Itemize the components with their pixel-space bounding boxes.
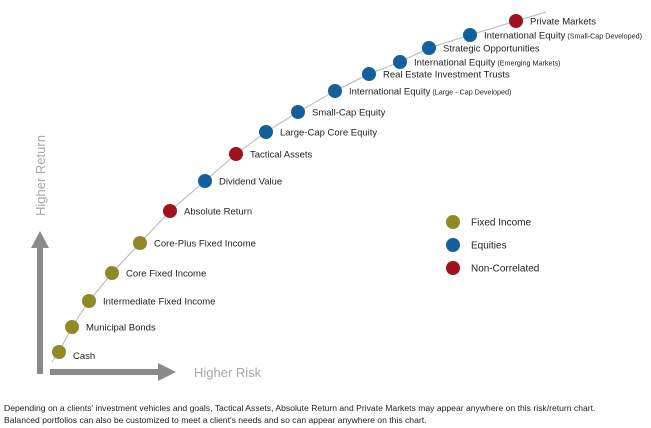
legend-fixed-label: Fixed Income bbox=[471, 218, 531, 229]
data-points: Cash Municipal Bonds Intermediate Fixed In… bbox=[52, 14, 642, 362]
point-1-marker bbox=[52, 345, 66, 359]
point-16-marker bbox=[509, 14, 523, 28]
point-9-label: Large-Cap Core Equity bbox=[280, 128, 377, 139]
point-4-marker bbox=[105, 266, 119, 280]
point-16-label: Private Markets bbox=[530, 17, 596, 28]
point-15-label: International Equity (Small-Cap Develope… bbox=[484, 31, 642, 42]
footnote-line-1: Depending on a clients' investment vehic… bbox=[4, 403, 596, 413]
point-15-marker bbox=[463, 28, 477, 42]
point-7-marker bbox=[198, 174, 212, 188]
point-3-marker bbox=[82, 294, 96, 308]
point-6-label: Absolute Return bbox=[184, 207, 252, 218]
y-axis-arrow bbox=[31, 231, 49, 374]
legend-noncorr-marker bbox=[446, 261, 460, 275]
point-10-marker bbox=[291, 105, 305, 119]
y-axis-label: Higher Return bbox=[33, 135, 48, 216]
point-8-marker bbox=[229, 147, 243, 161]
legend-equity-label: Equities bbox=[471, 241, 507, 252]
x-axis-label: Higher Risk bbox=[194, 365, 262, 380]
point-14-marker bbox=[422, 41, 436, 55]
x-axis-arrow bbox=[50, 363, 176, 381]
footnote-line-2: Balanced portfolios can also be customiz… bbox=[4, 414, 427, 425]
legend: Fixed Income Equities Non-Correlated bbox=[446, 215, 539, 275]
point-2-label: Municipal Bonds bbox=[86, 323, 156, 334]
point-9-marker bbox=[259, 125, 273, 139]
point-13-label: International Equity (Emerging Markets) bbox=[414, 58, 560, 69]
point-5-marker bbox=[133, 236, 147, 250]
point-11-label: International Equity (Large - Cap Develo… bbox=[349, 87, 511, 98]
point-7-label: Dividend Value bbox=[219, 177, 282, 188]
point-8-label: Tactical Assets bbox=[250, 150, 313, 161]
point-12-label: Real Estate Investment Trusts bbox=[383, 70, 510, 81]
point-11-marker bbox=[328, 84, 342, 98]
legend-fixed-marker bbox=[446, 215, 460, 229]
point-5-label: Core-Plus Fixed Income bbox=[154, 239, 256, 250]
point-14-label: Strategic Opportunities bbox=[443, 44, 540, 55]
risk-return-chart: Higher Return Higher Risk Cash Municipal … bbox=[31, 11, 642, 381]
point-12-marker bbox=[362, 67, 376, 81]
point-6-marker bbox=[163, 204, 177, 218]
point-2-marker bbox=[65, 320, 79, 334]
point-1-label: Cash bbox=[73, 351, 95, 362]
footnote: Depending on a clients' investment vehic… bbox=[4, 403, 649, 426]
legend-equity-marker bbox=[446, 238, 460, 252]
point-13-marker bbox=[393, 55, 407, 69]
point-4-label: Core Fixed Income bbox=[126, 269, 206, 280]
point-10-label: Small-Cap Equity bbox=[312, 108, 386, 119]
point-3-label: Intermediate Fixed Income bbox=[103, 297, 215, 308]
legend-noncorr-label: Non-Correlated bbox=[471, 264, 539, 275]
